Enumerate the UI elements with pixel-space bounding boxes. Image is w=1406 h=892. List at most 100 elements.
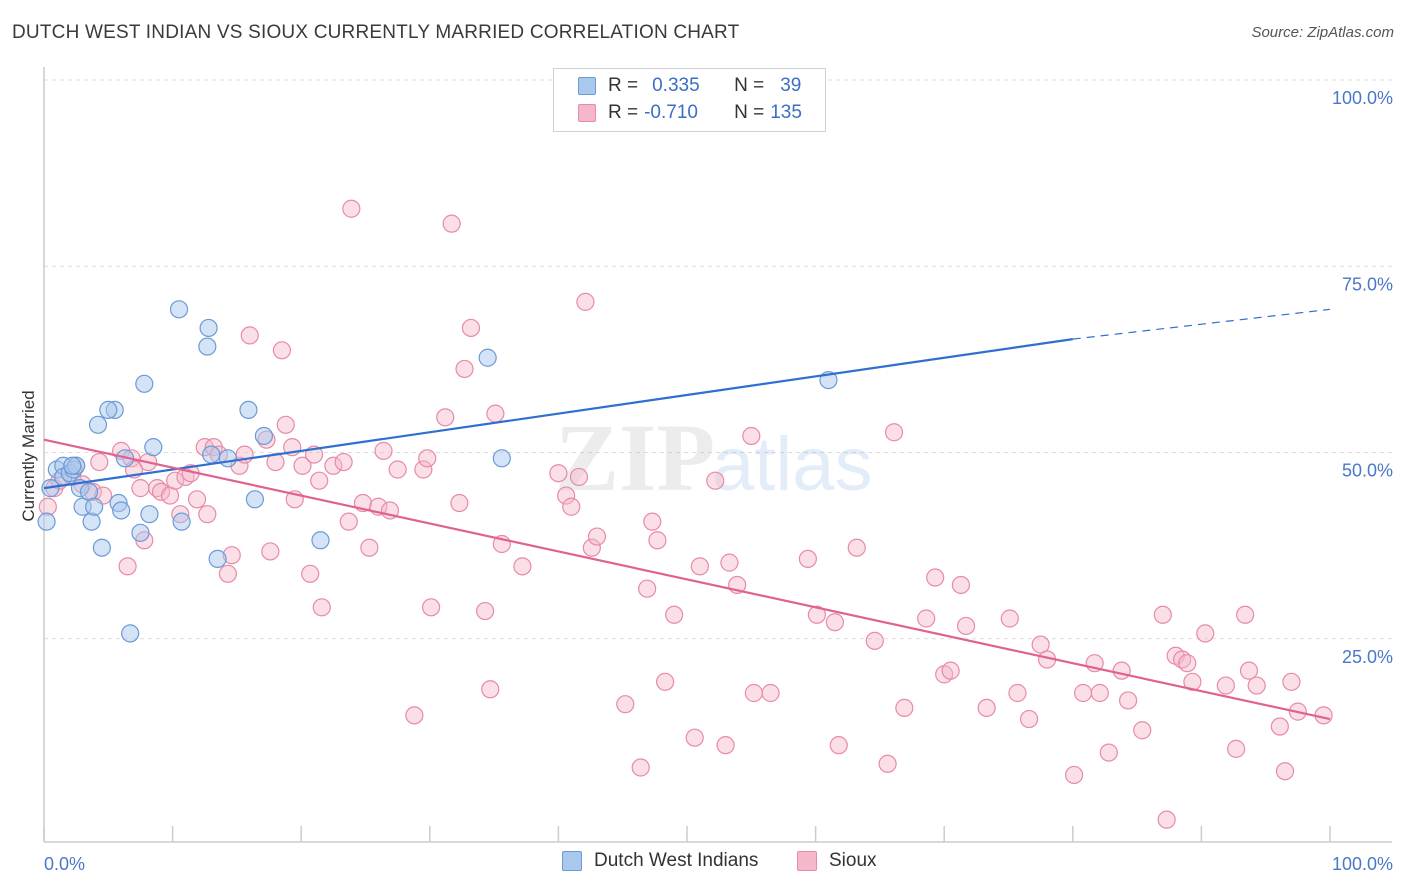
dutch-west-indians-point [140, 505, 159, 524]
sioux-point [388, 460, 407, 479]
sioux-point [475, 601, 495, 621]
sioux-point [706, 471, 725, 490]
dutch-west-indians-point [239, 400, 258, 419]
sioux-point [293, 456, 312, 475]
sioux-point [549, 464, 568, 483]
sioux-point [638, 579, 657, 598]
sioux-point [977, 698, 996, 718]
sioux-point [118, 557, 137, 576]
sioux-point [716, 736, 735, 755]
sioux-point [951, 575, 971, 595]
sioux-point [829, 736, 848, 755]
sioux-trend-line [43, 438, 1331, 721]
dutch-west-indians-point [254, 426, 274, 446]
legend-label-dutch-west-indians: Dutch West Indians [594, 850, 759, 871]
sioux-point [374, 441, 393, 460]
sioux-point [1153, 605, 1172, 624]
chart-source: Source: ZipAtlas.com [1251, 24, 1394, 41]
sioux-point [884, 423, 904, 442]
sioux-point [324, 456, 343, 475]
trend-lines [43, 308, 1331, 721]
legend-row-dutch-west-indians: R = 0.335 N = 39 [578, 73, 801, 99]
sioux-point [926, 568, 945, 587]
axis-labels: 100.0% 75.0% 50.0% 25.0% 0.0% 100.0% Currently… [19, 88, 1393, 874]
dutch-west-indians-point [245, 490, 265, 509]
r-value: -0.710 [644, 102, 698, 123]
n-value: 39 [780, 75, 802, 96]
dutch-west-indians-point [92, 538, 111, 557]
dutch-west-indians-point [88, 415, 108, 434]
sioux-point [450, 493, 469, 513]
legend-item-sioux: Sioux [797, 850, 877, 872]
dutch-west-indians-point [37, 512, 56, 531]
sioux-point [90, 452, 109, 472]
dutch-west-indians-point [121, 624, 140, 643]
blue-swatch [578, 77, 596, 95]
dutch-west-indians-point [144, 438, 163, 457]
sioux-point [1236, 605, 1255, 624]
sioux-point [461, 318, 481, 338]
r-label: R = [608, 75, 639, 96]
legend-label-sioux: Sioux [829, 850, 877, 871]
chart-title: DUTCH WEST INDIAN VS SIOUX CURRENTLY MAR… [12, 22, 740, 43]
x-tick-label-0: 0.0% [44, 854, 85, 874]
dutch-west-indians-trend-extension [1072, 308, 1331, 340]
sioux-point [151, 482, 171, 501]
sioux-point [742, 426, 761, 446]
watermark-atlas: atlas [712, 422, 873, 507]
blue-swatch [562, 851, 582, 871]
gridlines [44, 79, 1392, 640]
n-label: N = [734, 102, 765, 123]
sioux-point [481, 680, 500, 699]
sioux-point [690, 557, 709, 576]
dutch-west-indians-point [63, 456, 82, 475]
dutch-west-indians-point [85, 497, 104, 516]
dutch-west-indians-points [37, 300, 838, 643]
sioux-point [798, 549, 817, 569]
sioux-point [360, 538, 379, 557]
sioux-point [1064, 765, 1084, 785]
sioux-point [865, 631, 884, 650]
sioux-point [1073, 683, 1093, 703]
y-tick-label-25: 25.0% [1342, 647, 1393, 667]
sioux-point [1216, 676, 1235, 695]
sioux-point [418, 449, 437, 468]
dutch-west-indians-point [198, 337, 217, 356]
sioux-point [648, 531, 667, 550]
sioux-point [166, 471, 185, 490]
y-axis-title: Currently Married [19, 390, 38, 521]
sioux-point [569, 467, 589, 487]
sioux-point [1157, 810, 1176, 829]
sioux-point [1227, 739, 1246, 758]
dutch-west-indians-point [478, 348, 497, 367]
sioux-points [38, 199, 1333, 829]
dutch-west-indians-point [172, 512, 191, 531]
sioux-point [1239, 661, 1259, 680]
legend-item-dutch-west-indians: Dutch West Indians [562, 850, 758, 872]
dutch-west-indians-point [202, 445, 221, 464]
dutch-west-indians-point [169, 300, 189, 319]
sioux-point [557, 486, 576, 505]
sioux-point [643, 512, 662, 531]
r-value: 0.335 [652, 75, 700, 96]
y-tick-label-75: 75.0% [1342, 274, 1393, 294]
sioux-point [312, 598, 331, 617]
sioux-point [436, 408, 455, 427]
sioux-point [616, 695, 635, 714]
dutch-west-indians-point [208, 549, 227, 569]
sioux-point [405, 706, 424, 725]
sioux-point [218, 564, 237, 583]
sioux-point [342, 199, 361, 218]
axes [43, 67, 1392, 843]
sioux-point [1247, 676, 1266, 695]
sioux-point [744, 683, 763, 703]
dutch-west-indians-point [99, 400, 118, 419]
pink-swatch [578, 104, 596, 122]
sioux-point [421, 598, 441, 617]
sioux-point [587, 527, 607, 546]
sioux-point [847, 538, 866, 557]
sioux-point [576, 292, 595, 311]
sioux-point [187, 490, 207, 509]
sioux-point [513, 557, 532, 576]
